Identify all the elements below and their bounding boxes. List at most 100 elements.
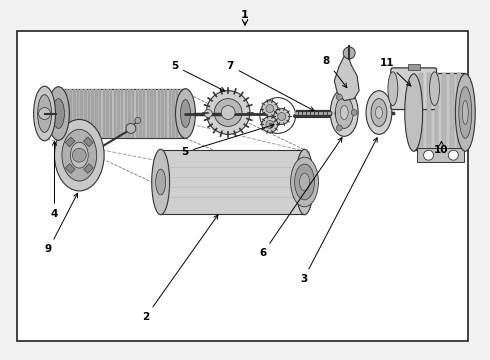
Bar [132,89,134,138]
Bar [176,89,178,138]
Polygon shape [334,53,359,100]
Bar [158,89,160,138]
Ellipse shape [38,95,51,132]
Bar [70,89,72,138]
Text: 9: 9 [45,193,77,255]
Bar [110,89,112,138]
Bar [165,89,168,138]
Ellipse shape [462,100,468,125]
Ellipse shape [180,100,191,127]
Bar [83,163,93,174]
Ellipse shape [455,74,475,151]
Ellipse shape [54,120,104,191]
Bar [58,89,61,138]
FancyBboxPatch shape [391,68,437,109]
Ellipse shape [340,105,348,120]
Ellipse shape [48,87,70,140]
Ellipse shape [330,89,358,136]
Text: 1: 1 [241,10,249,20]
Bar [88,89,90,138]
Circle shape [262,100,278,117]
Bar [80,89,83,138]
Circle shape [278,113,286,121]
Ellipse shape [62,129,97,181]
Text: 7: 7 [226,61,314,111]
Bar [66,89,68,138]
Circle shape [336,125,342,131]
Bar [435,73,439,150]
Text: 5: 5 [181,124,274,157]
Ellipse shape [295,149,314,215]
Bar [124,89,127,138]
Ellipse shape [335,96,353,129]
Text: 4: 4 [51,141,58,219]
Bar [150,89,153,138]
Text: 2: 2 [142,215,218,322]
Bar [95,89,98,138]
Bar [17,31,468,341]
Bar [154,89,156,138]
Ellipse shape [291,157,318,207]
Bar [408,64,419,70]
Circle shape [424,150,434,160]
Text: 5: 5 [171,61,225,91]
Bar [147,89,149,138]
Text: 10: 10 [434,141,449,155]
Text: 6: 6 [259,138,342,258]
Text: 11: 11 [380,58,411,86]
Bar [65,137,75,147]
Ellipse shape [371,99,387,126]
Bar [62,89,65,138]
Ellipse shape [52,99,64,129]
Ellipse shape [34,86,55,141]
Bar [128,89,131,138]
Bar [450,73,454,150]
Bar [418,73,422,150]
Bar [73,89,75,138]
Circle shape [135,117,141,123]
Bar [92,89,94,138]
Circle shape [126,123,136,133]
Circle shape [336,94,342,100]
Bar [136,89,138,138]
Bar [161,150,305,214]
Circle shape [204,109,212,117]
Bar [183,89,186,138]
Bar [139,89,142,138]
Circle shape [221,105,235,120]
Ellipse shape [375,107,382,118]
Bar [180,89,182,138]
Circle shape [274,109,290,125]
Ellipse shape [299,173,310,191]
Bar [117,89,120,138]
Ellipse shape [175,89,196,138]
Circle shape [73,148,86,162]
Circle shape [266,105,274,113]
Bar [77,89,79,138]
Bar [56,89,185,138]
Bar [414,73,466,150]
Bar [65,163,75,174]
Bar [99,89,101,138]
Circle shape [266,121,274,129]
Circle shape [206,91,250,134]
Bar [143,89,146,138]
Bar [172,89,175,138]
Bar [106,89,109,138]
Text: 3: 3 [300,138,377,284]
Bar [121,89,123,138]
Text: 8: 8 [323,56,347,87]
Bar [416,148,465,162]
Bar [114,89,116,138]
Ellipse shape [405,74,422,151]
Circle shape [343,47,355,59]
Ellipse shape [430,72,440,105]
Ellipse shape [152,149,170,215]
Ellipse shape [71,142,88,168]
Ellipse shape [156,169,166,195]
Ellipse shape [388,72,398,105]
Bar [161,89,164,138]
Circle shape [39,108,50,120]
Bar [83,137,93,147]
Bar [169,89,171,138]
